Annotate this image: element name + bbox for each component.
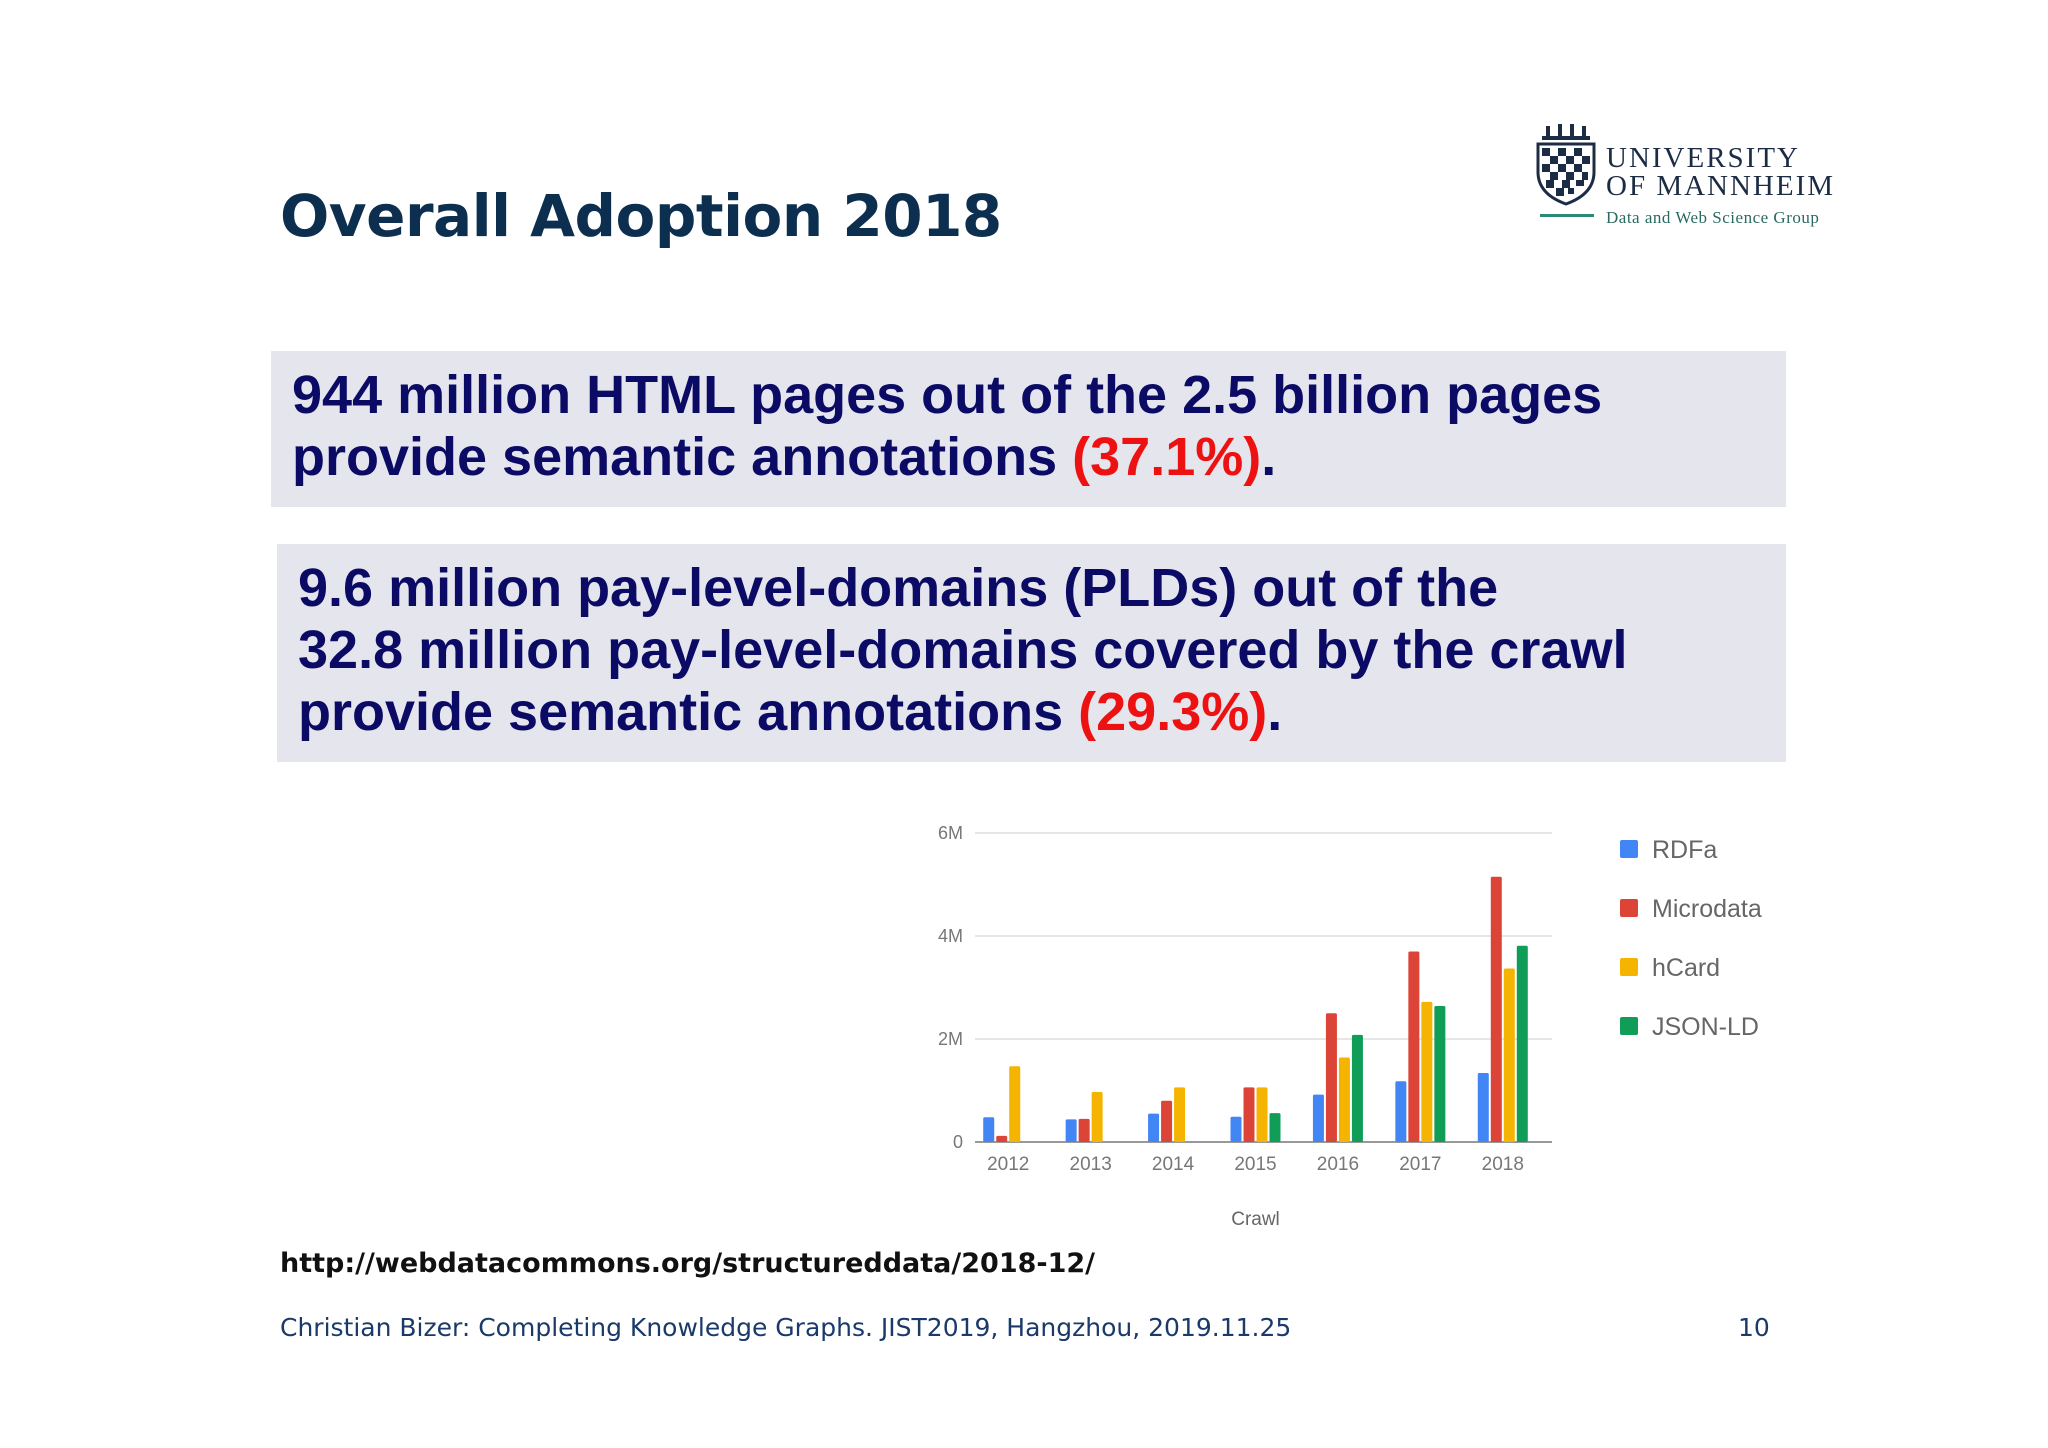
y-tick-label: 0 [953, 1132, 963, 1152]
bar-jsonld-2018 [1516, 945, 1528, 1142]
legend-label: JSON-LD [1652, 1013, 1759, 1041]
bar-hcard-2016 [1338, 1057, 1350, 1142]
mannheim-crest-icon [1536, 124, 1596, 206]
legend-swatch [1620, 840, 1638, 858]
plds-stat-line1: 9.6 million pay-level-domains (PLDs) out… [298, 558, 1499, 618]
plds-stat-line2: 32.8 million pay-level-domains covered b… [298, 620, 1628, 680]
pages-stat-box: 944 million HTML pages out of the 2.5 bi… [271, 351, 1786, 507]
bar-microdata-2016 [1325, 1013, 1337, 1142]
bar-jsonld-2015 [1269, 1113, 1281, 1142]
pages-stat-line2: provide semantic annotations (37.1%). [292, 427, 1277, 487]
logo-underline [1540, 214, 1594, 217]
bar-rdfa-2014 [1148, 1113, 1160, 1142]
bar-rdfa-2012 [983, 1117, 995, 1142]
adoption-bar-chart: 0 2M 4M 6M 2012 2013 2014 2015 2016 2017 2018 Crawl… [938, 823, 1762, 1230]
bar-microdata-2014 [1161, 1100, 1173, 1142]
bar-microdata-2018 [1490, 876, 1502, 1142]
x-tick-label: 2013 [1070, 1154, 1112, 1175]
pages-percentage: (37.1%) [1072, 427, 1262, 487]
slide-title: Overall Adoption 2018 [280, 182, 1002, 250]
bar-hcard-2018 [1503, 968, 1515, 1142]
y-tick-label: 4M [938, 926, 963, 946]
bar-jsonld-2017 [1434, 1006, 1446, 1142]
bar-hcard-2012 [1009, 1066, 1021, 1142]
legend-swatch [1620, 899, 1638, 917]
bar-microdata-2015 [1243, 1087, 1255, 1142]
x-tick-label: 2017 [1399, 1154, 1441, 1175]
bar-hcard-2015 [1256, 1087, 1268, 1142]
plds-percentage: (29.3%) [1078, 682, 1268, 742]
pages-stat-line1: 944 million HTML pages out of the 2.5 bi… [292, 365, 1603, 425]
x-tick-label: 2018 [1482, 1154, 1524, 1175]
bar-hcard-2017 [1421, 1001, 1433, 1142]
legend-swatch [1620, 1017, 1638, 1035]
logo-university-text: UNIVERSITY OF MANNHEIM [1606, 142, 1836, 202]
logo-group-text: Data and Web Science Group [1606, 208, 1820, 227]
footer-citation: Christian Bizer: Completing Knowledge Gr… [280, 1313, 1292, 1342]
bar-hcard-2013 [1091, 1092, 1103, 1142]
university-logo: UNIVERSITY OF MANNHEIM Data and Web Scie… [1528, 124, 1858, 234]
bar-microdata-2012 [996, 1135, 1008, 1142]
bar-hcard-2014 [1174, 1087, 1186, 1142]
plds-stat-box: 9.6 million pay-level-domains (PLDs) out… [277, 544, 1786, 762]
bar-microdata-2013 [1078, 1118, 1090, 1142]
bar-rdfa-2015 [1230, 1116, 1242, 1142]
x-tick-label: 2014 [1152, 1154, 1195, 1175]
legend-label: hCard [1652, 954, 1720, 982]
x-tick-label: 2015 [1234, 1154, 1276, 1175]
x-tick-label: 2012 [987, 1154, 1029, 1175]
bar-rdfa-2018 [1477, 1072, 1489, 1142]
y-tick-label: 6M [938, 823, 963, 843]
legend-label: Microdata [1652, 895, 1762, 923]
bar-microdata-2017 [1408, 951, 1420, 1142]
bar-rdfa-2016 [1312, 1094, 1324, 1142]
bar-jsonld-2016 [1351, 1034, 1363, 1142]
bar-rdfa-2017 [1395, 1081, 1407, 1142]
page-number: 10 [1738, 1313, 1770, 1342]
y-tick-label: 2M [938, 1029, 963, 1049]
x-axis-label: Crawl [1231, 1209, 1280, 1230]
bar-rdfa-2013 [1065, 1119, 1077, 1142]
legend-swatch [1620, 958, 1638, 976]
source-url[interactable]: http://webdatacommons.org/structureddata… [280, 1248, 1096, 1279]
plds-stat-line3: provide semantic annotations (29.3%). [298, 682, 1283, 742]
x-tick-label: 2016 [1317, 1154, 1359, 1175]
legend-label: RDFa [1652, 836, 1717, 864]
